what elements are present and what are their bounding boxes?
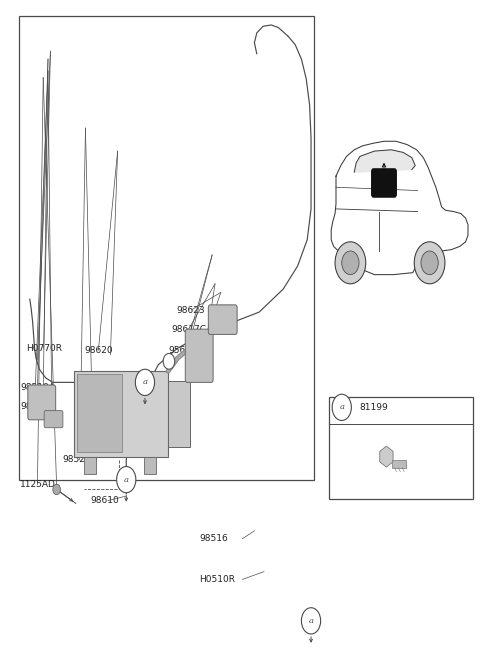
Text: H0770R: H0770R	[26, 344, 62, 353]
Circle shape	[117, 466, 136, 493]
Circle shape	[332, 394, 351, 420]
Bar	[74, 371, 168, 457]
Bar	[392, 460, 406, 468]
Text: a: a	[143, 378, 147, 386]
Bar	[329, 397, 473, 499]
FancyBboxPatch shape	[185, 329, 213, 382]
Bar	[144, 457, 156, 474]
Circle shape	[163, 353, 175, 369]
Text: 98623: 98623	[177, 306, 205, 315]
Text: 1125AD: 1125AD	[20, 480, 56, 489]
Circle shape	[53, 484, 60, 495]
Text: 98610: 98610	[90, 496, 119, 505]
Text: 98617C: 98617C	[171, 325, 206, 334]
FancyBboxPatch shape	[28, 385, 56, 420]
Bar	[84, 457, 96, 474]
Circle shape	[135, 369, 155, 396]
Text: 98620: 98620	[84, 346, 113, 355]
Text: 81199: 81199	[359, 403, 388, 412]
Polygon shape	[354, 150, 415, 172]
FancyBboxPatch shape	[371, 168, 397, 198]
Text: 98622: 98622	[20, 401, 48, 411]
FancyBboxPatch shape	[208, 305, 237, 334]
Text: a: a	[339, 403, 344, 411]
Bar	[168, 381, 190, 447]
Circle shape	[342, 251, 359, 275]
Circle shape	[414, 242, 445, 284]
Text: a: a	[124, 476, 129, 484]
FancyBboxPatch shape	[44, 411, 63, 428]
Bar	[19, 16, 314, 480]
Bar	[77, 374, 122, 452]
Text: H0510R: H0510R	[199, 575, 235, 584]
Text: 98520D: 98520D	[62, 455, 98, 464]
Text: 98516: 98516	[199, 534, 228, 543]
Circle shape	[335, 242, 366, 284]
Text: 98510A: 98510A	[20, 383, 55, 392]
Circle shape	[421, 251, 438, 275]
Circle shape	[301, 608, 321, 634]
Text: 95630A: 95630A	[168, 346, 203, 355]
Text: a: a	[309, 617, 313, 625]
